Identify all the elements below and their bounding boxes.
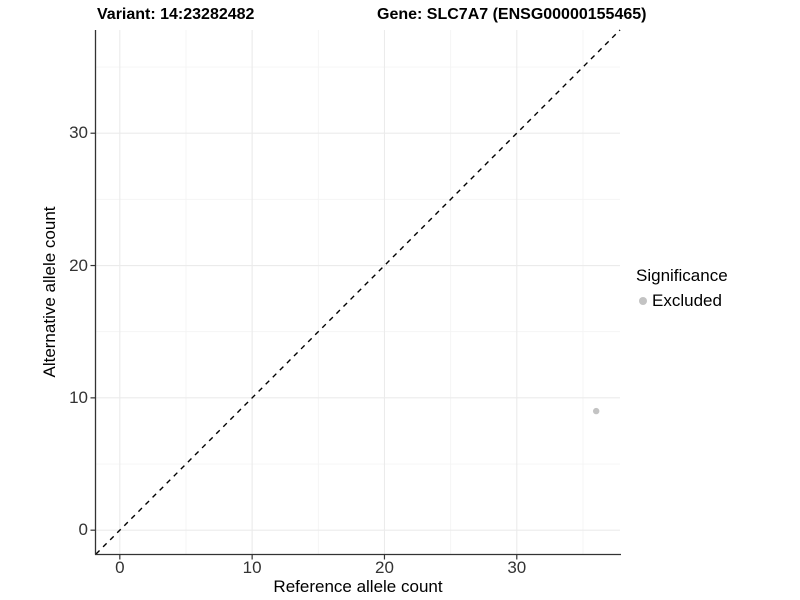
y-axis-title: Alternative allele count xyxy=(40,206,59,378)
legend: Significance Excluded xyxy=(636,266,728,311)
legend-point-icon xyxy=(639,297,647,305)
x-axis-title: Reference allele count xyxy=(273,577,443,596)
data-point xyxy=(592,407,600,415)
legend-item-excluded: Excluded xyxy=(636,291,728,311)
plot-title-variant: Variant: 14:23282482 xyxy=(97,6,255,23)
legend-item-label: Excluded xyxy=(652,291,722,310)
legend-title: Significance xyxy=(636,266,728,285)
plot-title-gene: Gene: SLC7A7 (ENSG00000155465) xyxy=(377,6,647,23)
identity-line xyxy=(95,29,621,555)
